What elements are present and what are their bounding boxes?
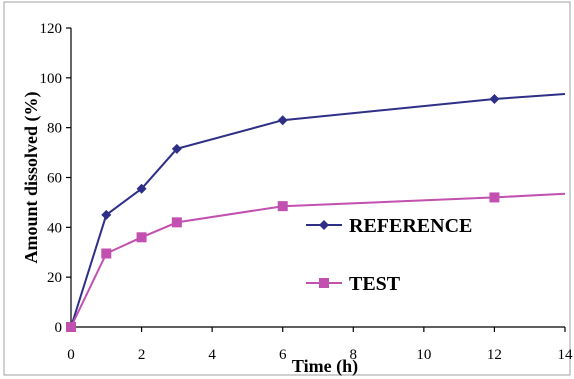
legend-entry-reference: REFERENCE [306,215,472,237]
x-tick-label: 12 [487,347,502,363]
legend-marker [319,220,329,230]
data-point [101,248,112,259]
y-tick-label: 60 [47,171,62,187]
x-tick-label: 4 [208,347,216,363]
legend-marker [319,278,329,288]
x-tick-label: 8 [350,347,358,363]
legend-label: REFERENCE [349,215,472,237]
data-point [171,217,182,228]
data-point [136,183,147,194]
y-ticks: 0 20 40 60 80 100 120 [40,21,71,336]
x-tick-label: 0 [67,347,75,363]
y-tick-label: 100 [40,71,63,87]
y-tick-label: 20 [47,270,62,286]
data-point [136,232,147,243]
x-tick-label: 14 [558,347,574,363]
y-tick-label: 40 [47,220,62,236]
y-tick-label: 120 [40,21,63,37]
legend-entry-test: TEST [306,273,401,295]
legend-label: TEST [349,273,401,295]
data-point [277,201,288,212]
x-tick-label: 2 [138,347,146,363]
x-ticks: 0 2 4 6 8 10 12 14 [67,327,573,363]
y-axis-title: Amount dissolved (%) [21,91,42,263]
series-layer [66,93,566,332]
x-tick-label: 6 [279,347,287,363]
chart-frame [3,1,571,376]
y-tick-label: 0 [55,320,63,336]
legend: REFERENCE TEST [306,215,472,295]
data-point [171,143,182,154]
x-tick-label: 10 [416,347,431,363]
data-point [101,209,112,220]
data-point [489,192,500,203]
data-point [66,322,76,332]
data-point [277,115,288,126]
series-test [66,192,566,332]
x-axis-title: Time (h) [292,356,358,377]
y-tick-label: 80 [47,121,62,137]
data-point [489,94,500,105]
